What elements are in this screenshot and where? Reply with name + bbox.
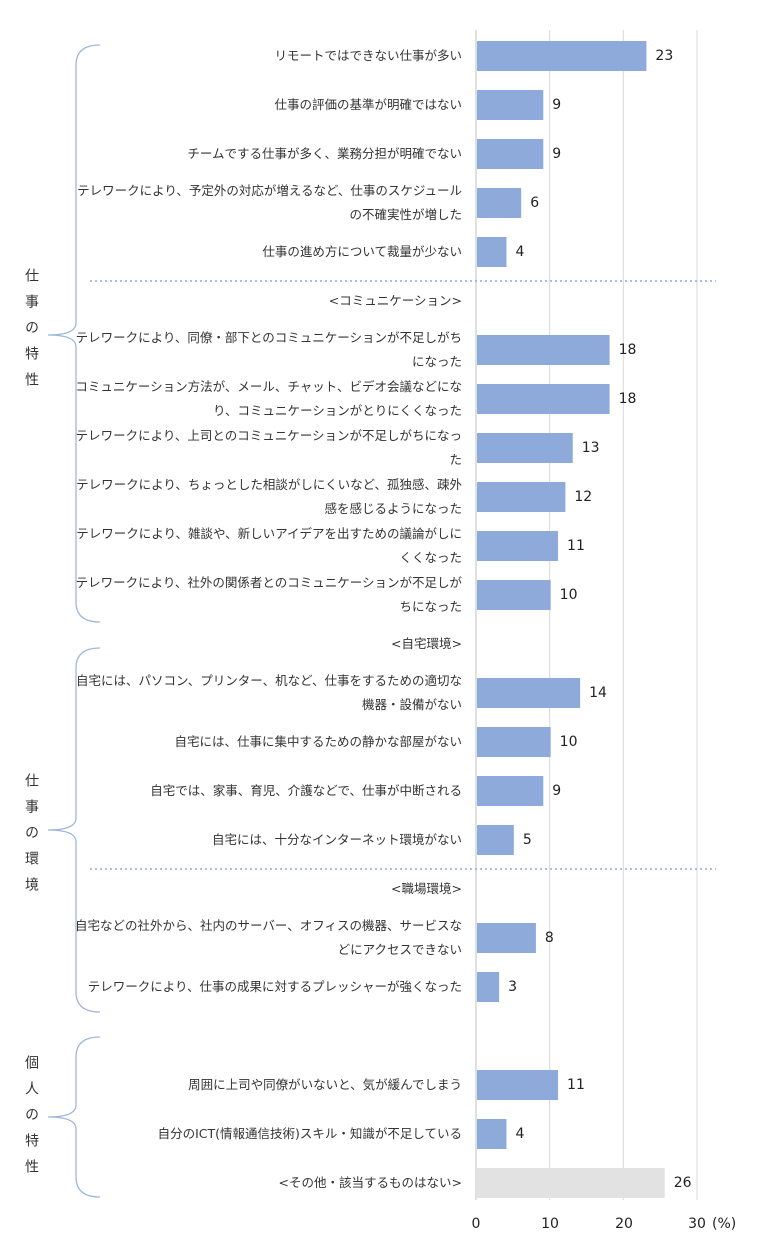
data-label: 10 (559, 587, 578, 603)
data-label: 12 (574, 489, 593, 505)
section-header: <コミュニケーション> (328, 293, 462, 308)
bar (477, 1168, 665, 1198)
bar (477, 531, 559, 561)
category-label: コミュニケーション方法が、メール、チャット、ビデオ会議などになり、コミュニケーシ… (75, 379, 462, 418)
data-label: 9 (552, 146, 562, 162)
x-tick-label: 0 (471, 1216, 481, 1232)
category-label: 自宅には、十分なインターネット環境がない (211, 832, 462, 847)
category-label: 仕事の進め方について裁量が少ない (262, 244, 462, 259)
group-bracket (47, 647, 101, 1013)
bar (477, 727, 551, 757)
category-label: 自宅には、パソコン、プリンター、机など、仕事をするための適切な機器・設備がない (75, 673, 462, 712)
category-label: 自宅などの社外から、社内のサーバー、オフィスの機器、サービスなどにアクセスできな… (74, 918, 462, 957)
data-label: 23 (655, 48, 674, 64)
data-label: 10 (559, 734, 578, 750)
category-label: テレワークにより、社外の関係者とのコミュニケーションが不足しがちになった (75, 575, 462, 614)
bar (477, 433, 573, 463)
data-label: 9 (552, 783, 562, 799)
bar (477, 776, 544, 806)
category-label: テレワークにより、上司とのコミュニケーションが不足しがちになった (75, 428, 462, 467)
group-label-work-environment: 仕事の環境 (23, 773, 39, 903)
bar (477, 1070, 559, 1100)
bar (477, 972, 500, 1002)
group-label-personal-characteristics: 個人の特性 (23, 1055, 39, 1185)
data-label: 8 (544, 930, 554, 946)
data-label: 11 (567, 538, 585, 554)
section-header: <職場環境> (391, 881, 462, 896)
data-label: 5 (522, 832, 532, 848)
data-label: 11 (567, 1077, 585, 1093)
data-label: 4 (515, 244, 525, 260)
bar (477, 237, 507, 267)
section-header: <自宅環境> (391, 636, 462, 651)
x-tick-label: 10 (541, 1216, 559, 1232)
x-unit-label: (%) (712, 1216, 737, 1232)
category-label: テレワークにより、ちょっとした相談がしにくいなど、孤独感、疎外感を感じるようにな… (76, 477, 462, 516)
data-label: 4 (515, 1126, 525, 1142)
group-bracket (47, 1036, 101, 1198)
x-tick-label: 20 (615, 1216, 633, 1232)
category-label: テレワークにより、予定外の対応が増えるなど、仕事のスケジュールの不確実性が増した (77, 183, 462, 222)
bar (477, 188, 522, 218)
bar (477, 90, 544, 120)
bar (477, 580, 551, 610)
category-label: テレワークにより、雑談や、新しいアイデアを出すための議論がしにくくなった (76, 526, 462, 565)
x-tick-label: 30 (688, 1216, 706, 1232)
group-bracket (47, 44, 101, 623)
data-label: 6 (530, 195, 540, 211)
bar (477, 923, 536, 953)
category-label: テレワークにより、同僚・部下とのコミュニケーションが不足しがちになった (75, 330, 462, 369)
data-label: 14 (589, 685, 607, 701)
bar (477, 384, 610, 414)
category-label: <その他・該当するものはない> (278, 1175, 462, 1190)
group-label-work-characteristics: 仕事の特性 (23, 268, 39, 398)
category-label: 自宅では、家事、育児、介護などで、仕事が中断される (150, 783, 462, 798)
bar (477, 678, 581, 708)
category-label: 仕事の評価の基準が明確ではない (274, 97, 462, 112)
data-label: 18 (618, 391, 637, 407)
bar (477, 335, 610, 365)
data-label: 26 (673, 1175, 692, 1191)
category-label: 周囲に上司や同僚がいないと、気が緩んでしまう (188, 1077, 462, 1092)
bar (477, 482, 566, 512)
category-label: チームでする仕事が多く、業務分担が明確でない (187, 146, 462, 161)
data-label: 18 (618, 342, 637, 358)
data-label: 3 (508, 979, 518, 995)
bar (477, 41, 647, 71)
category-label: 自分のICT(情報通信技術)スキル・知識が不足している (157, 1126, 462, 1141)
data-label: 13 (581, 440, 600, 456)
bar (477, 1119, 507, 1149)
category-label: テレワークにより、仕事の成果に対するプレッシャーが強くなった (87, 979, 462, 994)
category-label: 自宅には、仕事に集中するための静かな部屋がない (174, 734, 462, 749)
category-label: リモートではできない仕事が多い (274, 48, 462, 63)
bar (477, 825, 514, 855)
data-label: 9 (552, 97, 562, 113)
bar (477, 139, 544, 169)
